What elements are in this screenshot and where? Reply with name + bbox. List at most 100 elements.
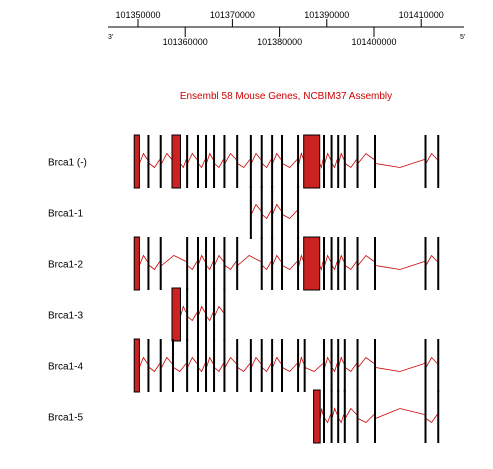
intron-connector	[214, 159, 224, 169]
exon-bar	[356, 237, 359, 290]
transcript-label: Brca1-3	[48, 311, 83, 322]
exon-bar	[374, 390, 376, 443]
exon-bar	[323, 237, 326, 290]
exon-bar	[197, 135, 199, 188]
exon-bar	[297, 339, 300, 392]
intron-connector	[331, 159, 338, 169]
exon-bar	[186, 339, 189, 392]
intron-connector	[344, 407, 357, 419]
exon-bar	[437, 339, 440, 392]
intron-connector	[298, 356, 305, 368]
exon-bar	[205, 135, 208, 188]
exon-bar	[260, 237, 263, 290]
exon-bar	[343, 390, 346, 443]
intron-connector	[187, 152, 198, 164]
exon-bar	[437, 237, 440, 290]
exon-bar	[424, 237, 427, 290]
intron-connector	[149, 159, 161, 169]
exon-block	[133, 134, 140, 189]
intron-connector	[224, 356, 237, 368]
transcript-track: Brca1-5	[48, 389, 440, 444]
intron-connector	[324, 254, 331, 266]
exon-bar	[197, 288, 199, 341]
exon-bar	[271, 186, 274, 239]
intron-connector	[180, 159, 187, 169]
exon-bar	[297, 135, 300, 188]
intron-connector	[282, 261, 298, 271]
transcript-track: Brca1 (-)	[48, 134, 440, 189]
intron-connector	[187, 312, 198, 322]
intron-connector	[214, 254, 224, 266]
intron-connector	[282, 210, 298, 220]
exon-bar	[249, 186, 252, 239]
intron-connector	[139, 152, 148, 164]
intron-connector	[298, 254, 305, 266]
exon-bar	[374, 339, 376, 392]
exon-bar	[337, 390, 340, 443]
intron-connector	[161, 255, 187, 266]
exon-bar	[147, 135, 150, 188]
intron-connector	[324, 414, 331, 424]
exon-block	[303, 134, 321, 189]
exon-bar	[236, 339, 239, 392]
transcript-track: Brca1-4	[48, 338, 440, 393]
intron-connector	[214, 363, 224, 373]
intron-connector	[197, 159, 206, 169]
intron-connector	[425, 152, 438, 164]
intron-connector	[331, 407, 338, 419]
exon-bar	[260, 135, 263, 188]
exon-bar	[330, 390, 333, 443]
intron-connector	[324, 152, 331, 164]
exon-bar	[249, 339, 252, 392]
exon-bar	[323, 390, 326, 443]
intron-connector	[272, 152, 282, 164]
exon-bar	[281, 339, 284, 392]
exon-block	[313, 389, 321, 444]
exon-bar	[271, 135, 274, 188]
transcript-track: Brca1-1	[48, 186, 300, 239]
intron-connector	[206, 152, 214, 164]
exon-bar	[171, 339, 174, 392]
intron-connector	[224, 152, 237, 164]
intron-connector	[425, 254, 438, 266]
intron-connector	[261, 210, 272, 220]
transcript-label: Brca1-2	[48, 260, 83, 271]
exon-bar	[213, 339, 216, 392]
exon-bar	[330, 135, 333, 188]
exon-bar	[236, 237, 239, 290]
intron-connector	[375, 159, 425, 168]
ruler-tick-label: 101350000	[115, 10, 160, 20]
intron-connector	[357, 152, 375, 164]
exon-bar	[424, 135, 427, 188]
exon-bar	[223, 288, 226, 341]
intron-connector	[187, 356, 198, 368]
exon-bar	[337, 237, 340, 290]
intron-connector	[357, 414, 375, 423]
intron-connector	[375, 408, 425, 419]
exon-bar	[281, 186, 284, 239]
exon-bar	[147, 339, 150, 392]
intron-connector	[206, 261, 214, 271]
intron-connector	[250, 356, 262, 368]
ruler-tick-label: 101380000	[257, 37, 302, 47]
intron-connector	[425, 356, 438, 368]
intron-connector	[197, 254, 206, 266]
intron-connector	[206, 356, 214, 368]
intron-connector	[197, 305, 206, 317]
exon-bar	[260, 339, 263, 392]
ruler-tick-label: 101400000	[351, 37, 396, 47]
exon-bar	[356, 390, 359, 443]
exon-bar	[205, 339, 208, 392]
exon-block	[171, 287, 181, 342]
exon-bar	[213, 288, 216, 341]
intron-connector	[250, 152, 262, 164]
intron-connector	[237, 255, 261, 266]
exon-bar	[197, 237, 199, 290]
intron-connector	[173, 363, 187, 373]
exon-bar	[424, 390, 427, 443]
exon-bar	[437, 390, 440, 443]
exon-bar	[223, 339, 226, 392]
intron-connector	[375, 363, 425, 372]
exon-block	[171, 134, 181, 189]
intron-connector	[298, 152, 305, 164]
